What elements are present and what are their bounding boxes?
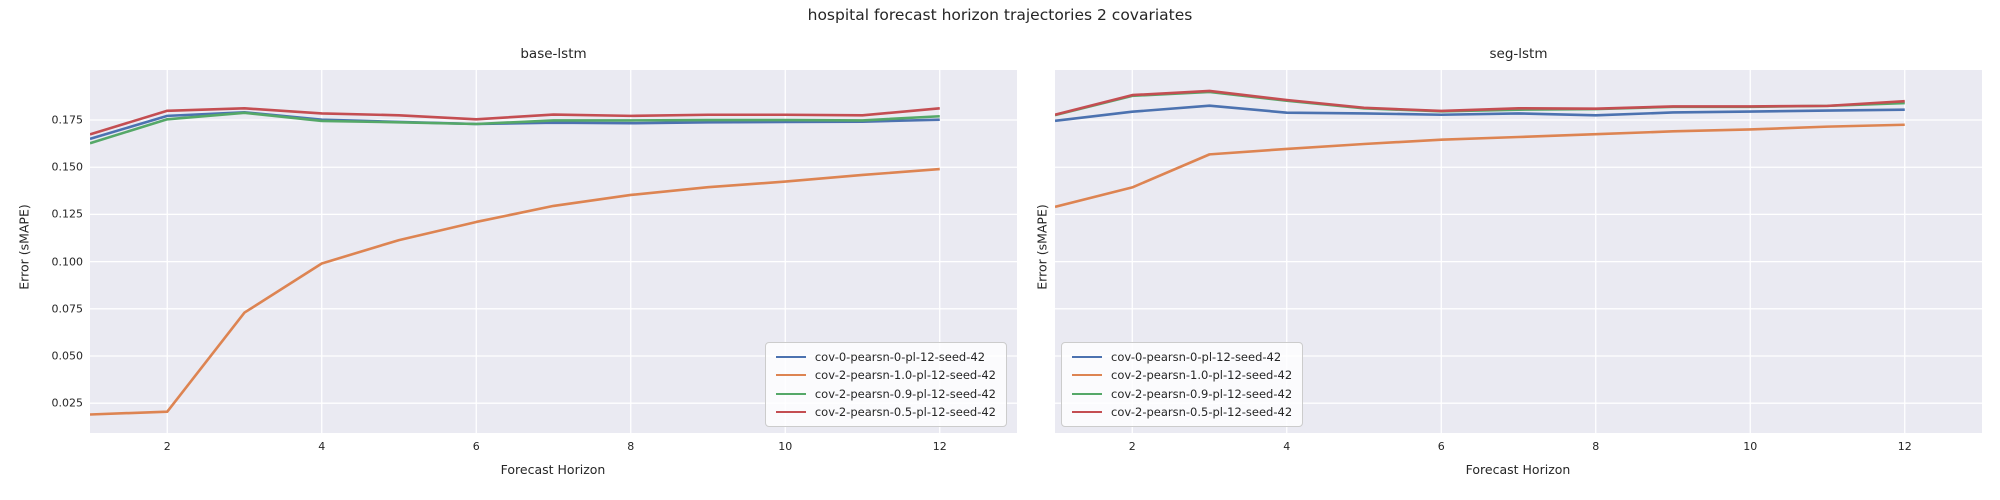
x-tick-label: 6: [1437, 440, 1445, 453]
x-tick-label: 4: [1283, 440, 1291, 453]
legend-label: cov-2-pearsn-0.9-pl-12-seed-42: [1111, 386, 1293, 401]
legend-item: cov-2-pearsn-0.5-pl-12-seed-42: [775, 405, 996, 419]
legend-item: cov-2-pearsn-0.5-pl-12-seed-42: [1072, 405, 1292, 419]
legend-item: cov-2-pearsn-1.0-pl-12-seed-42: [775, 368, 996, 382]
y-axis-label: Error (sMAPE): [16, 204, 32, 290]
legend-label: cov-0-pearsn-0-pl-12-seed-42: [814, 349, 986, 364]
y-tick-label: 0.125: [51, 207, 84, 221]
x-tick-label: 12: [1897, 440, 1912, 453]
x-tick-label: 2: [163, 440, 171, 453]
legend-line-icon: [1072, 392, 1102, 395]
legend-line-icon: [1072, 411, 1102, 413]
x-tick-label: 4: [318, 440, 326, 453]
series-line-orange: [1055, 123, 1905, 209]
legend-item: cov-2-pearsn-1.0-pl-12-seed-42: [1072, 368, 1292, 382]
series-line-orange: [90, 167, 940, 416]
legend-item: cov-2-pearsn-0.9-pl-12-seed-42: [775, 386, 996, 401]
y-tick-label: 0.100: [51, 255, 84, 269]
x-tick-label: 8: [1592, 440, 1600, 453]
legend: cov-0-pearsn-0-pl-12-seed-42 cov-2-pearsn…: [764, 341, 1007, 427]
x-tick-label: 6: [472, 440, 480, 453]
legend-line-icon: [775, 355, 806, 358]
legend-label: cov-2-pearsn-1.0-pl-12-seed-42: [814, 368, 996, 382]
legend-item: cov-0-pearsn-0-pl-12-seed-42: [1072, 350, 1292, 364]
series-line-red: [1055, 89, 1905, 116]
subplot-title: seg-lstm: [1489, 46, 1548, 62]
legend-label: cov-0-pearsn-0-pl-12-seed-42: [1111, 349, 1282, 364]
figure-suptitle: hospital forecast horizon trajectories 2…: [807, 6, 1193, 24]
x-tick-label: 12: [932, 440, 947, 453]
legend-line-icon: [1072, 374, 1102, 376]
legend-line-icon: [775, 374, 806, 376]
x-tick-label: 10: [1743, 440, 1758, 453]
legend-line-icon: [775, 392, 806, 395]
x-axis-label: Forecast Horizon: [1465, 462, 1571, 477]
y-tick-label: 0.050: [51, 349, 84, 363]
legend-item: cov-2-pearsn-0.9-pl-12-seed-42: [1072, 387, 1292, 401]
series-line-red: [90, 107, 940, 136]
legend: cov-0-pearsn-0-pl-12-seed-42 cov-2-pearsn…: [1061, 341, 1304, 427]
x-tick-label: 10: [778, 440, 793, 453]
legend-line-icon: [775, 411, 806, 413]
legend-line-icon: [1072, 355, 1102, 358]
x-tick-label: 2: [1128, 440, 1136, 453]
legend-item: cov-0-pearsn-0-pl-12-seed-42: [775, 349, 996, 364]
chart-canvas: [1055, 70, 1982, 433]
x-axis-label: Forecast Horizon: [500, 462, 606, 477]
legend-label: cov-2-pearsn-1.0-pl-12-seed-42: [1111, 368, 1293, 382]
series-line-green: [90, 111, 940, 145]
subplot-title: base-lstm: [520, 46, 587, 62]
series-line-blue: [1055, 104, 1905, 123]
y-tick-label: 0.175: [51, 113, 84, 127]
y-tick-label: 0.150: [51, 160, 84, 174]
legend-label: cov-2-pearsn-0.9-pl-12-seed-42: [814, 386, 996, 401]
legend-label: cov-2-pearsn-0.5-pl-12-seed-42: [1111, 405, 1293, 419]
legend-label: cov-2-pearsn-0.5-pl-12-seed-42: [814, 405, 996, 419]
y-tick-label: 0.025: [51, 396, 84, 410]
x-tick-label: 8: [627, 440, 635, 453]
y-axis-label: Error (sMAPE): [1034, 204, 1050, 290]
y-tick-label: 0.075: [51, 302, 84, 316]
